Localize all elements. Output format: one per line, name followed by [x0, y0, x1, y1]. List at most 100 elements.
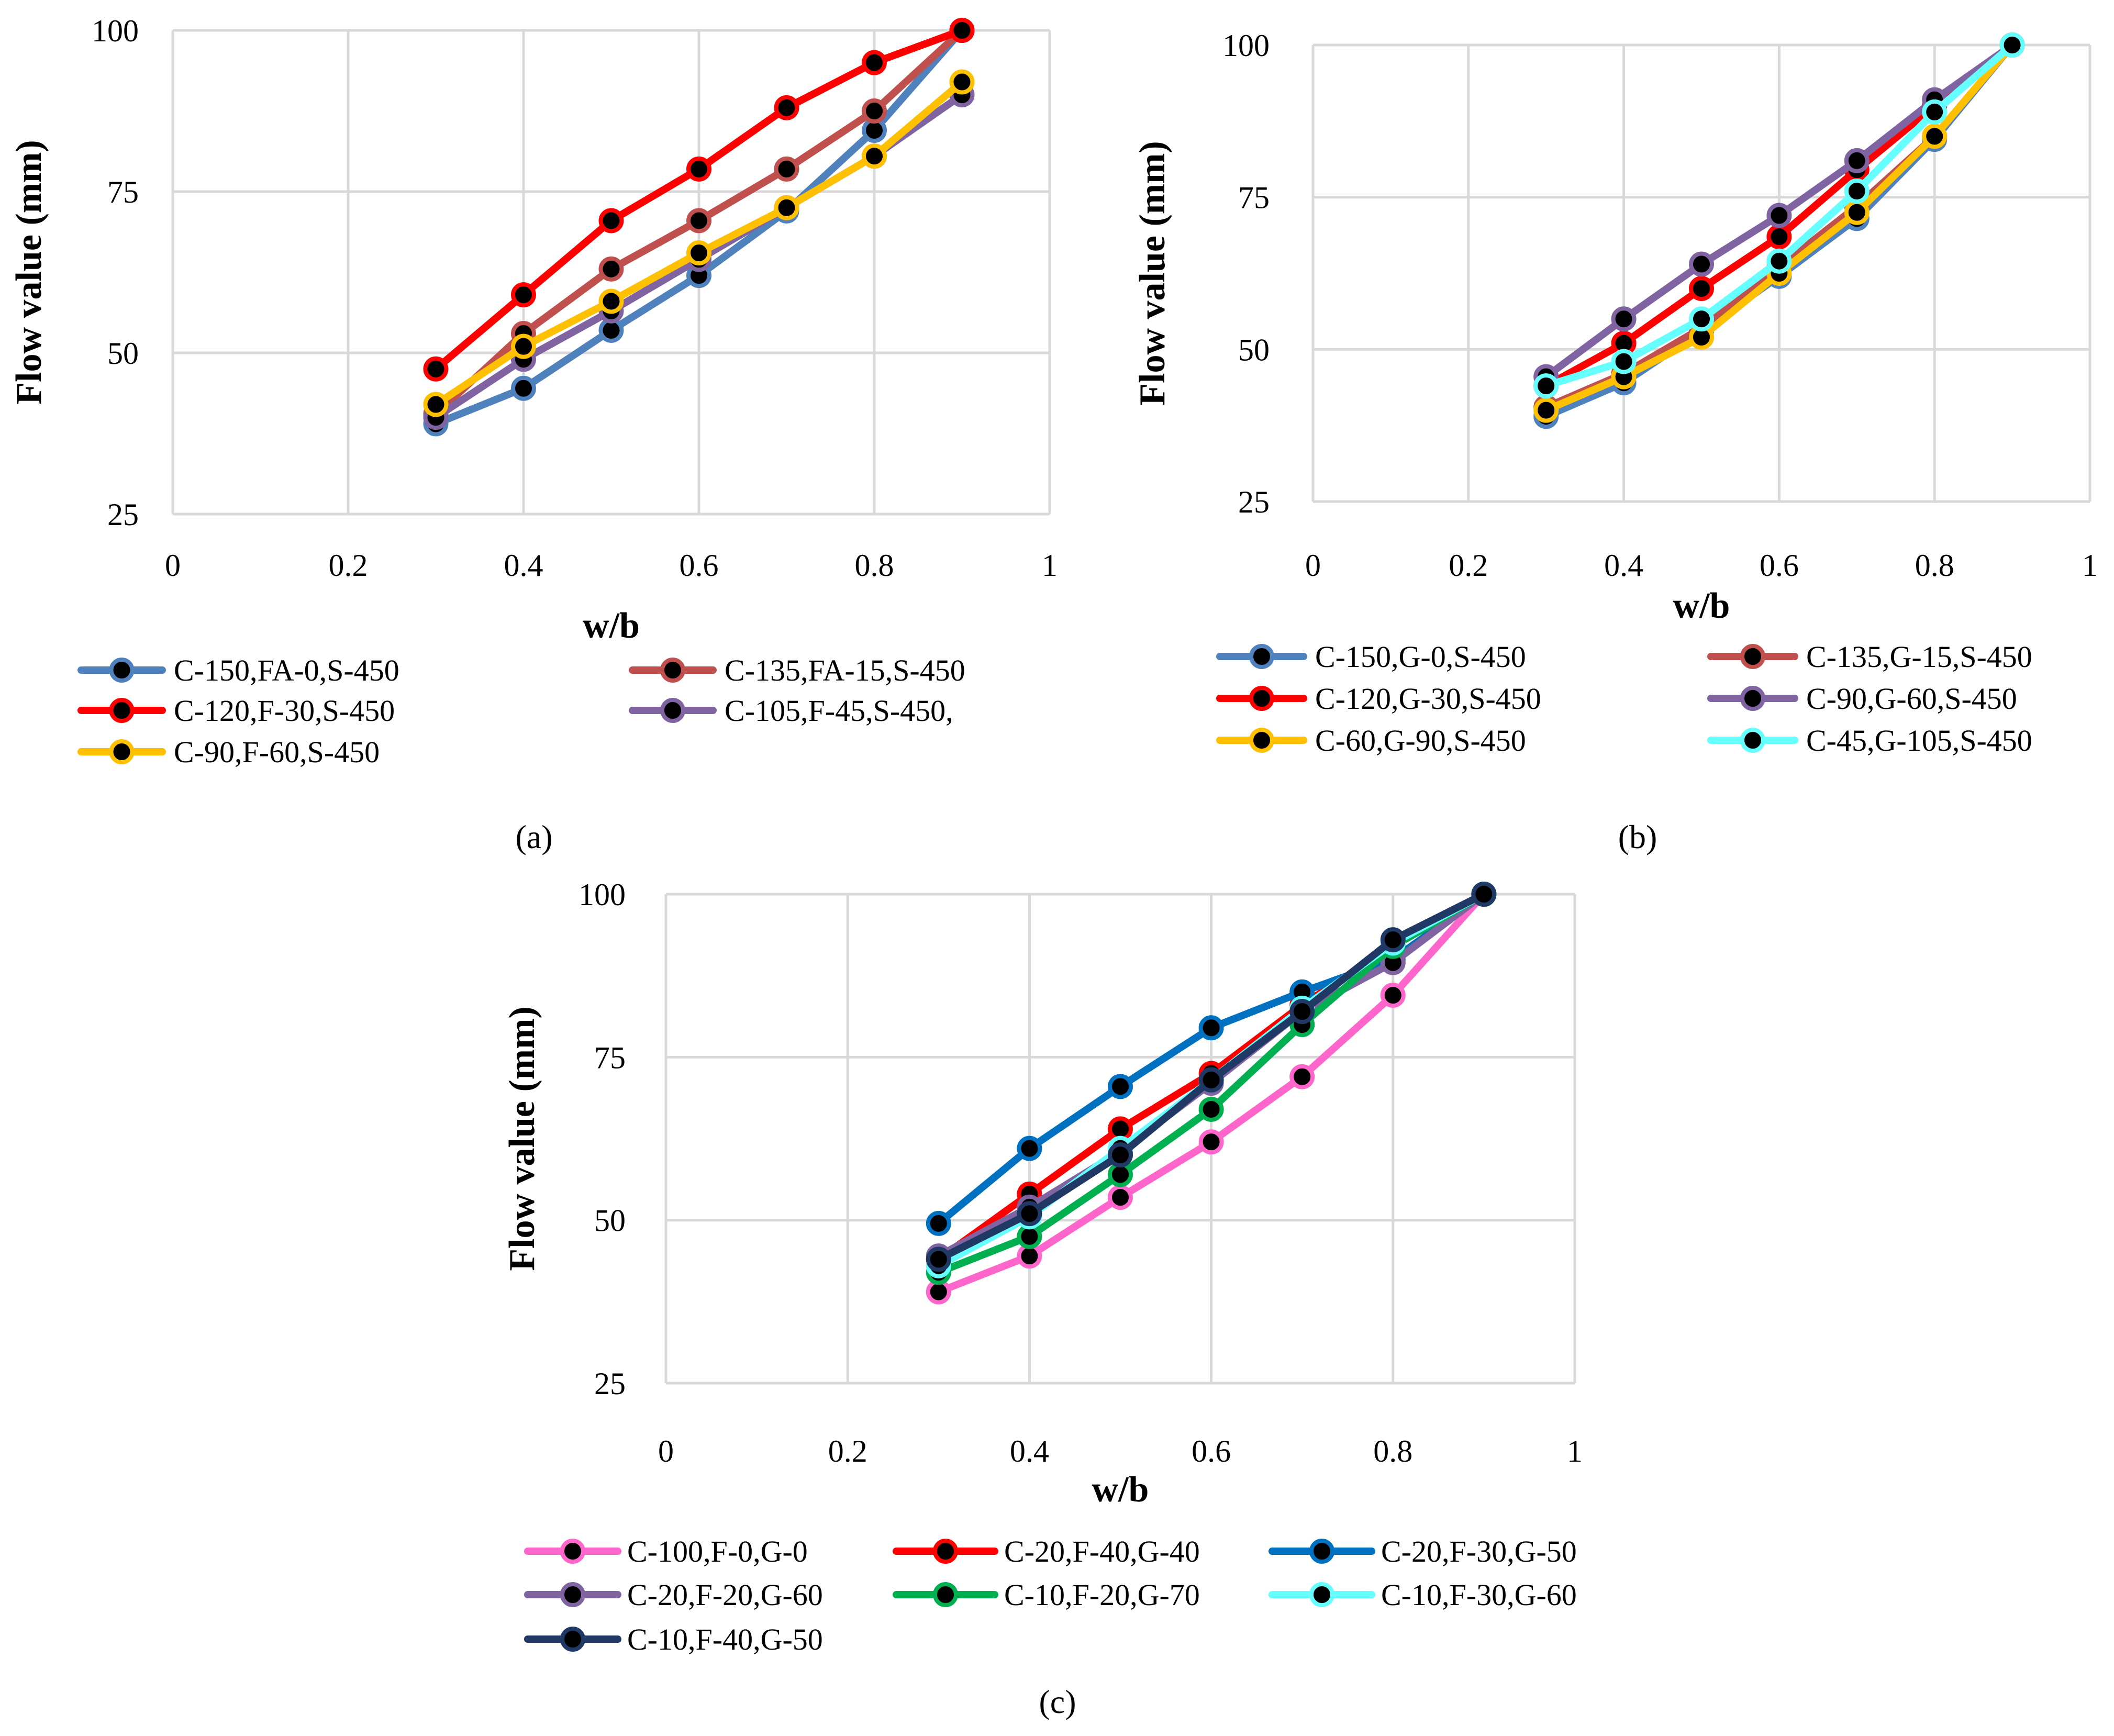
data-point [1689, 251, 1714, 277]
data-point [598, 288, 624, 314]
y-tick-label: 75 [1238, 181, 1270, 215]
panel-label: (c) [1039, 1683, 1076, 1720]
data-point [1471, 882, 1497, 907]
legend-swatch-marker [660, 658, 685, 683]
legend-swatch-marker [109, 658, 135, 683]
series-5 [1533, 32, 2025, 399]
legend-item: C-20,F-20,G-60 [524, 1578, 823, 1612]
data-point [423, 392, 449, 417]
legend-label: C-150,FA-0,S-450 [174, 653, 399, 687]
legend-item: C-100,F-0,G-0 [524, 1534, 808, 1568]
legend-swatch-marker [1740, 728, 1765, 753]
x-tick-label: 0 [658, 1434, 674, 1468]
legend-item: C-60,G-90,S-450 [1216, 724, 1526, 758]
legend-swatch-marker [560, 1582, 585, 1607]
legend-label: C-135,G-15,S-450 [1806, 640, 2032, 674]
legend-item: C-90,G-60,S-450 [1707, 682, 2017, 716]
x-tick-label: 0.4 [1010, 1434, 1049, 1468]
x-axis-title: w/b [583, 606, 640, 646]
y-axis-title: Flow value (mm) [502, 1006, 542, 1271]
data-point [1922, 124, 1948, 149]
x-tick-label: 0.2 [1449, 548, 1488, 583]
data-point [1689, 306, 1714, 332]
x-axis-title: w/b [1673, 586, 1730, 626]
data-point [1380, 927, 1406, 953]
series-2 [423, 18, 975, 382]
y-tick-label: 25 [1238, 485, 1270, 519]
legend-swatch-marker [1309, 1539, 1334, 1564]
legend-label: C-150,G-0,S-450 [1315, 640, 1526, 674]
data-point [926, 1210, 951, 1236]
legend-swatch-marker [1249, 644, 1274, 669]
x-tick-label: 0 [165, 548, 181, 583]
data-point [511, 375, 536, 401]
y-tick-label: 50 [1238, 332, 1270, 367]
legend-swatch-marker [560, 1539, 585, 1564]
y-tick-label: 100 [578, 877, 626, 912]
y-axis-title: Flow value (mm) [1132, 141, 1173, 405]
y-tick-label: 50 [107, 336, 139, 371]
panel-label: (b) [1618, 818, 1657, 855]
legend-swatch-marker [660, 698, 685, 723]
data-point [774, 95, 799, 120]
legend-label: C-120,G-30,S-450 [1315, 682, 1541, 716]
x-tick-label: 1 [1567, 1434, 1583, 1468]
x-tick-label: 0.6 [1192, 1434, 1231, 1468]
data-point [774, 156, 799, 182]
data-point [598, 256, 624, 282]
legend-label: C-10,F-20,G-70 [1004, 1578, 1200, 1612]
y-tick-label: 100 [1222, 28, 1270, 63]
legend-swatch-marker [933, 1539, 958, 1564]
data-point [1017, 1136, 1042, 1161]
legend-item: C-135,G-15,S-450 [1707, 640, 2032, 674]
data-point [1611, 349, 1637, 374]
x-tick-label: 0.8 [855, 548, 894, 583]
data-point [1766, 203, 1792, 228]
legend-item: C-135,FA-15,S-450 [629, 653, 965, 687]
data-point [598, 208, 624, 233]
legend-label: C-45,G-105,S-450 [1806, 724, 2032, 758]
x-tick-label: 0 [1305, 548, 1321, 583]
data-point [686, 240, 711, 266]
data-point [1380, 983, 1406, 1008]
x-tick-label: 1 [1042, 548, 1058, 583]
data-point [1533, 373, 1559, 399]
data-point [949, 69, 975, 95]
data-point [1766, 248, 1792, 274]
legend-label: C-20,F-30,G-50 [1381, 1534, 1577, 1568]
data-point [774, 195, 799, 220]
legend-label: C-90,F-60,S-450 [174, 735, 380, 769]
legend-label: C-100,F-0,G-0 [627, 1534, 808, 1568]
data-point [1198, 1129, 1224, 1155]
data-point [862, 143, 887, 169]
y-tick-label: 25 [594, 1366, 626, 1401]
legend-item: C-20,F-40,G-40 [893, 1534, 1200, 1568]
legend-item: C-120,F-30,S-450 [77, 694, 395, 728]
legend-label: C-20,F-40,G-40 [1004, 1534, 1200, 1568]
data-point [1289, 1064, 1315, 1089]
legend-swatch-marker [1249, 728, 1274, 753]
legend-label: C-105,F-45,S-450, [725, 694, 953, 728]
data-point [423, 356, 449, 382]
legend-label: C-90,G-60,S-450 [1806, 682, 2017, 716]
legend-item: C-105,F-45,S-450, [629, 694, 953, 728]
legend: C-150,FA-0,S-450 C-135,FA-15,S-450 C-120,F… [77, 653, 965, 769]
data-point [1017, 1201, 1042, 1227]
legend-label: C-60,G-90,S-450 [1315, 724, 1526, 758]
data-point [1198, 1096, 1224, 1122]
data-point [1198, 1067, 1224, 1093]
legend-label: C-20,F-20,G-60 [627, 1578, 823, 1612]
legend: C-100,F-0,G-0 C-20,F-40,G-40 C-20,F-30,G-5… [524, 1534, 1577, 1656]
legend-label: C-10,F-30,G-60 [1381, 1578, 1577, 1612]
y-tick-label: 100 [92, 14, 139, 48]
y-axis-title: Flow value (mm) [9, 140, 49, 404]
legend-item: C-45,G-105,S-450 [1707, 724, 2032, 758]
series-6 [926, 882, 1497, 1272]
data-point [1844, 148, 1870, 173]
data-point [511, 282, 536, 308]
data-point [686, 156, 711, 182]
data-point [862, 98, 887, 124]
data-point [1108, 1185, 1133, 1210]
data-point [926, 1247, 951, 1272]
